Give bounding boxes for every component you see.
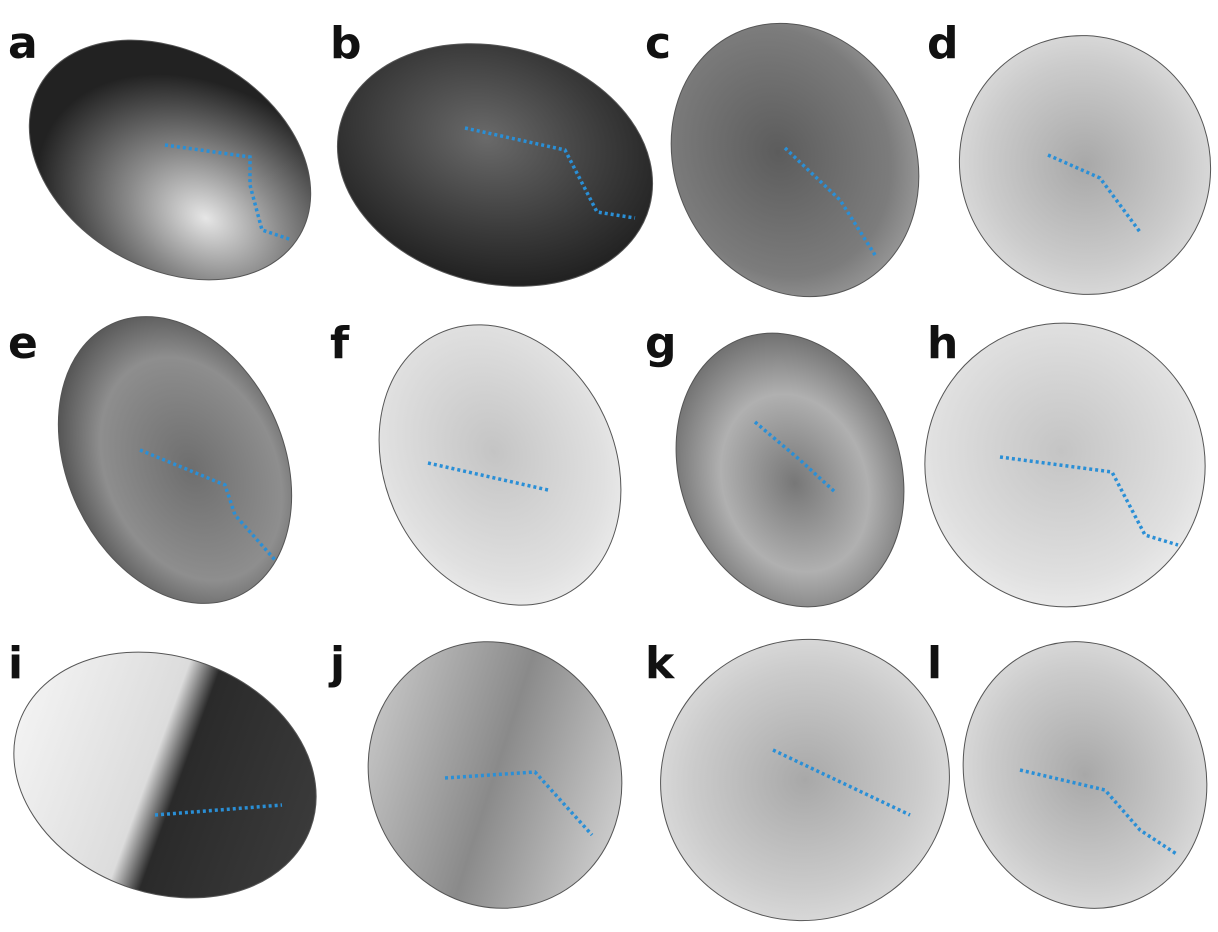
panel xyxy=(334,285,665,645)
pebbles xyxy=(0,0,1218,932)
panel-label: k xyxy=(645,638,676,689)
panel-label: c xyxy=(645,18,671,69)
pebble-photo xyxy=(310,10,680,321)
pebble-photo xyxy=(0,611,351,932)
panel xyxy=(639,301,941,639)
panel xyxy=(923,0,1218,330)
pebble-photo xyxy=(14,278,337,641)
pebble-photo xyxy=(639,301,941,639)
panel xyxy=(310,10,680,321)
panel xyxy=(627,0,963,338)
pebble-photo xyxy=(926,607,1218,932)
panel-label: l xyxy=(927,638,942,689)
panel xyxy=(14,278,337,641)
panel xyxy=(0,611,351,932)
panel xyxy=(0,0,354,329)
panel-label: a xyxy=(8,18,38,69)
panel-label: h xyxy=(927,318,958,369)
panel-label: e xyxy=(8,318,38,369)
pebble-photo xyxy=(0,0,354,329)
panel-label: d xyxy=(927,18,959,69)
pebble-photo xyxy=(325,600,666,932)
panel xyxy=(926,607,1218,932)
panel-label: g xyxy=(645,318,677,369)
pebble-photo xyxy=(334,285,665,645)
panel-label: j xyxy=(328,638,345,689)
figure: a b c d e f g h i j k l xyxy=(0,0,1218,932)
pebble-photo xyxy=(627,0,963,338)
panel xyxy=(325,600,666,932)
panel-label: b xyxy=(330,18,362,69)
panel-label: i xyxy=(8,638,23,689)
panel-label: f xyxy=(330,318,350,369)
